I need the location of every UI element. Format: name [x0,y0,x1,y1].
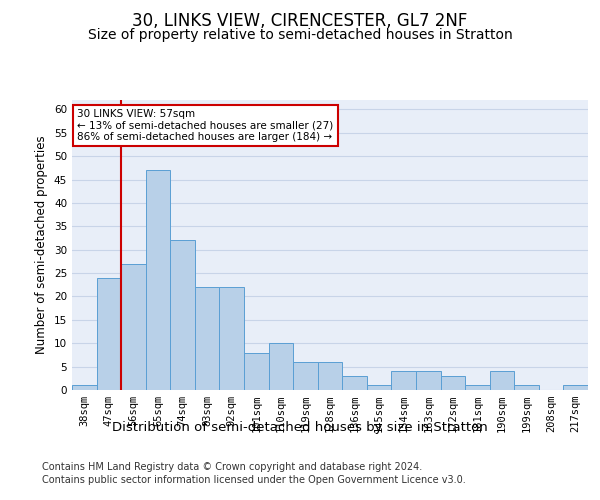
Bar [563,386,588,390]
Bar [318,362,342,390]
Y-axis label: Number of semi-detached properties: Number of semi-detached properties [35,136,49,354]
Text: 30, LINKS VIEW, CIRENCESTER, GL7 2NF: 30, LINKS VIEW, CIRENCESTER, GL7 2NF [133,12,467,30]
Bar [416,372,440,390]
Bar [195,287,220,390]
Bar [72,386,97,390]
Bar [367,386,391,390]
Bar [514,386,539,390]
Text: Contains public sector information licensed under the Open Government Licence v3: Contains public sector information licen… [42,475,466,485]
Bar [490,372,514,390]
Bar [146,170,170,390]
Bar [170,240,195,390]
Bar [220,287,244,390]
Bar [391,372,416,390]
Text: Distribution of semi-detached houses by size in Stratton: Distribution of semi-detached houses by … [112,421,488,434]
Bar [97,278,121,390]
Bar [293,362,318,390]
Text: Contains HM Land Registry data © Crown copyright and database right 2024.: Contains HM Land Registry data © Crown c… [42,462,422,472]
Bar [465,386,490,390]
Bar [244,352,269,390]
Text: Size of property relative to semi-detached houses in Stratton: Size of property relative to semi-detach… [88,28,512,42]
Bar [440,376,465,390]
Text: 30 LINKS VIEW: 57sqm
← 13% of semi-detached houses are smaller (27)
86% of semi-: 30 LINKS VIEW: 57sqm ← 13% of semi-detac… [77,108,334,142]
Bar [269,343,293,390]
Bar [121,264,146,390]
Bar [342,376,367,390]
